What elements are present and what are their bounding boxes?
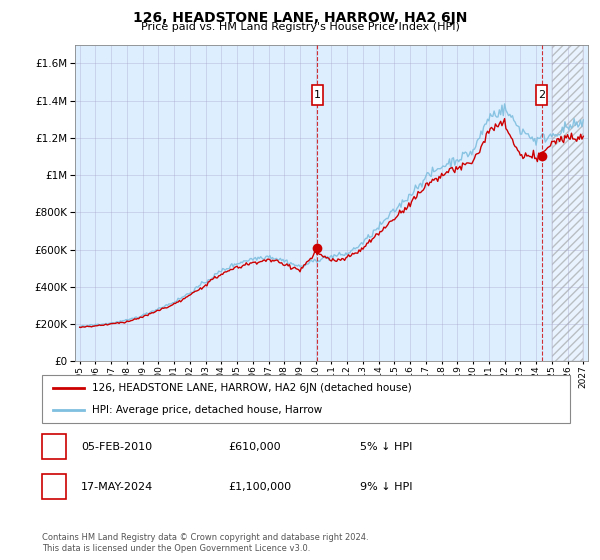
Text: 17-MAY-2024: 17-MAY-2024 [81, 482, 153, 492]
FancyBboxPatch shape [311, 85, 323, 105]
FancyBboxPatch shape [536, 85, 547, 105]
Text: £1,100,000: £1,100,000 [228, 482, 291, 492]
Text: 2: 2 [538, 90, 545, 100]
Text: 126, HEADSTONE LANE, HARROW, HA2 6JN (detached house): 126, HEADSTONE LANE, HARROW, HA2 6JN (de… [92, 383, 412, 393]
Text: 1: 1 [50, 442, 58, 451]
Text: 1: 1 [314, 90, 320, 100]
Text: 05-FEB-2010: 05-FEB-2010 [81, 442, 152, 451]
Text: 2: 2 [50, 482, 58, 492]
Text: HPI: Average price, detached house, Harrow: HPI: Average price, detached house, Harr… [92, 405, 322, 415]
Text: Price paid vs. HM Land Registry's House Price Index (HPI): Price paid vs. HM Land Registry's House … [140, 22, 460, 32]
Bar [552, 45, 583, 361]
Polygon shape [552, 45, 583, 361]
Text: 9% ↓ HPI: 9% ↓ HPI [360, 482, 413, 492]
FancyBboxPatch shape [42, 375, 570, 423]
Text: 126, HEADSTONE LANE, HARROW, HA2 6JN: 126, HEADSTONE LANE, HARROW, HA2 6JN [133, 11, 467, 25]
Text: 5% ↓ HPI: 5% ↓ HPI [360, 442, 412, 451]
Text: £610,000: £610,000 [228, 442, 281, 451]
Text: Contains HM Land Registry data © Crown copyright and database right 2024.
This d: Contains HM Land Registry data © Crown c… [42, 533, 368, 553]
